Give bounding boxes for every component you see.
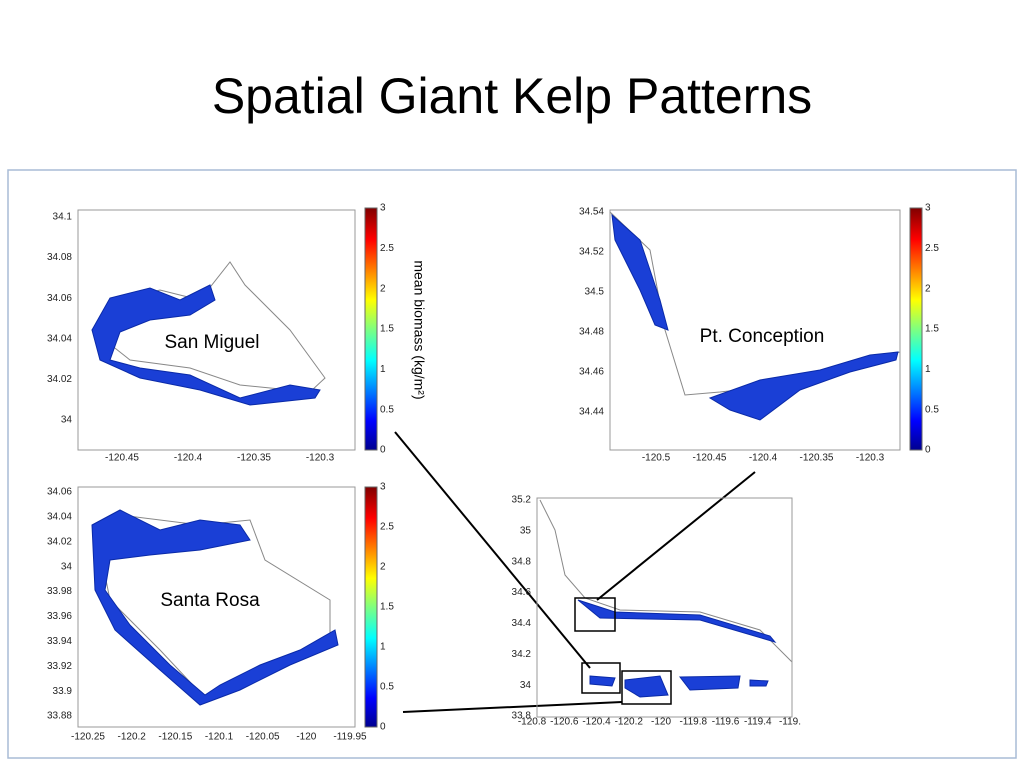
x-tick-label: -119. xyxy=(779,717,801,728)
colorbar-tick-label: 1.5 xyxy=(380,324,394,335)
y-tick-label: 35 xyxy=(520,525,532,536)
map-frame xyxy=(77,486,356,728)
x-tick-label: -120.35 xyxy=(237,453,271,464)
colorbar-tick-label: 1.5 xyxy=(925,324,939,335)
y-tick-label: 34.8 xyxy=(512,556,532,567)
y-tick-label: 33.92 xyxy=(47,661,72,672)
x-tick-label: -120.45 xyxy=(693,453,727,464)
colorbar-tick-label: 1 xyxy=(380,642,386,653)
colorbar-tick-label: 3 xyxy=(380,203,386,214)
region-label: San Miguel xyxy=(164,332,259,353)
x-tick-label: -120.2 xyxy=(117,732,146,743)
y-tick-label: 34.2 xyxy=(512,649,532,660)
x-tick-label: -120.8 xyxy=(518,717,547,728)
colorbar-tick-label: 2 xyxy=(925,283,931,294)
kelp-map-santa-rosa xyxy=(91,509,339,706)
figure-frame xyxy=(7,169,1017,759)
y-tick-label: 35.2 xyxy=(512,495,532,506)
region-label: Santa Rosa xyxy=(160,590,260,611)
x-tick-label: -119.95 xyxy=(333,732,367,743)
y-tick-label: 34.04 xyxy=(47,512,72,523)
x-tick-label: -120.4 xyxy=(749,453,778,464)
region-label: Pt. Conception xyxy=(700,326,825,347)
y-tick-label: 33.98 xyxy=(47,586,72,597)
y-tick-label: 34 xyxy=(61,561,73,572)
y-tick-label: 34.44 xyxy=(579,407,604,418)
y-tick-label: 34.1 xyxy=(53,212,73,223)
label-background xyxy=(704,324,820,350)
y-tick-label: 34.08 xyxy=(47,252,72,263)
kelp-map-san-miguel xyxy=(91,261,326,406)
x-tick-label: -120.1 xyxy=(205,732,234,743)
colorbar-tick-label: 3 xyxy=(380,482,386,493)
x-tick-label: -119.8 xyxy=(679,717,707,728)
x-tick-label: -120.05 xyxy=(246,732,280,743)
colorbar-tick-label: 2.5 xyxy=(380,522,394,533)
y-tick-label: 34.06 xyxy=(47,293,72,304)
x-tick-label: -120.25 xyxy=(71,732,105,743)
x-tick-label: -119.4 xyxy=(744,717,772,728)
y-tick-label: 34.02 xyxy=(47,536,72,547)
kelp-map-overview xyxy=(539,499,793,705)
colorbar-label: mean biomass (kg/m²) xyxy=(411,260,427,399)
colorbar-tick-label: 2 xyxy=(380,283,386,294)
y-tick-label: 33.88 xyxy=(47,711,72,722)
x-tick-label: -119.6 xyxy=(712,717,740,728)
colorbar-tick-label: 1 xyxy=(380,364,386,375)
y-tick-label: 33.9 xyxy=(53,686,73,697)
x-tick-label: -120.35 xyxy=(800,453,834,464)
colorbar-tick-label: 2.5 xyxy=(925,243,939,254)
y-tick-label: 34.46 xyxy=(579,367,604,378)
x-tick-label: -120.3 xyxy=(856,453,885,464)
colorbar-tick-label: 3 xyxy=(925,203,931,214)
x-tick-label: -120.6 xyxy=(550,717,579,728)
y-tick-label: 33.96 xyxy=(47,611,72,622)
colorbar-tick-label: 0.5 xyxy=(925,404,939,415)
x-tick-label: -120.3 xyxy=(306,453,335,464)
y-tick-label: 33.94 xyxy=(47,636,72,647)
colorbar xyxy=(364,207,378,451)
colorbar-tick-label: 0 xyxy=(380,445,386,456)
slide-title: Spatial Giant Kelp Patterns xyxy=(212,68,812,124)
y-tick-label: 34 xyxy=(520,680,532,691)
x-tick-label: -120 xyxy=(651,717,671,728)
y-tick-label: 34.04 xyxy=(47,333,72,344)
colorbar-tick-label: 0 xyxy=(925,445,931,456)
x-tick-label: -120 xyxy=(296,732,316,743)
y-tick-label: 34.6 xyxy=(512,587,532,598)
y-tick-label: 33.8 xyxy=(512,711,532,722)
colorbar-tick-label: 1.5 xyxy=(380,602,394,613)
colorbar xyxy=(364,486,378,728)
colorbar-tick-label: 1 xyxy=(925,364,931,375)
colorbar-tick-label: 2.5 xyxy=(380,243,394,254)
y-tick-label: 34.54 xyxy=(579,207,604,218)
colorbar-tick-label: 0 xyxy=(380,722,386,733)
connector-lines xyxy=(394,431,756,713)
x-tick-label: -120.2 xyxy=(615,717,644,728)
map-frame xyxy=(536,497,793,718)
y-tick-label: 34.06 xyxy=(47,487,72,498)
y-tick-label: 34.5 xyxy=(585,287,605,298)
label-background xyxy=(152,588,268,614)
map-frame xyxy=(77,209,356,451)
x-tick-label: -120.45 xyxy=(105,453,139,464)
y-tick-label: 34.52 xyxy=(579,247,604,258)
y-tick-label: 34.48 xyxy=(579,327,604,338)
x-tick-label: -120.15 xyxy=(158,732,192,743)
kelp-map-pt-conception xyxy=(609,211,901,421)
colorbar xyxy=(909,207,923,451)
x-tick-label: -120.5 xyxy=(642,453,671,464)
label-background xyxy=(154,330,270,356)
y-tick-label: 34.4 xyxy=(512,618,532,629)
x-tick-label: -120.4 xyxy=(582,717,611,728)
colorbar-tick-label: 2 xyxy=(380,562,386,573)
colorbar-tick-label: 0.5 xyxy=(380,404,394,415)
colorbar-tick-label: 0.5 xyxy=(380,682,394,693)
y-tick-label: 34.02 xyxy=(47,374,72,385)
y-tick-label: 34 xyxy=(61,415,73,426)
map-frame xyxy=(609,209,901,451)
x-tick-label: -120.4 xyxy=(174,453,203,464)
